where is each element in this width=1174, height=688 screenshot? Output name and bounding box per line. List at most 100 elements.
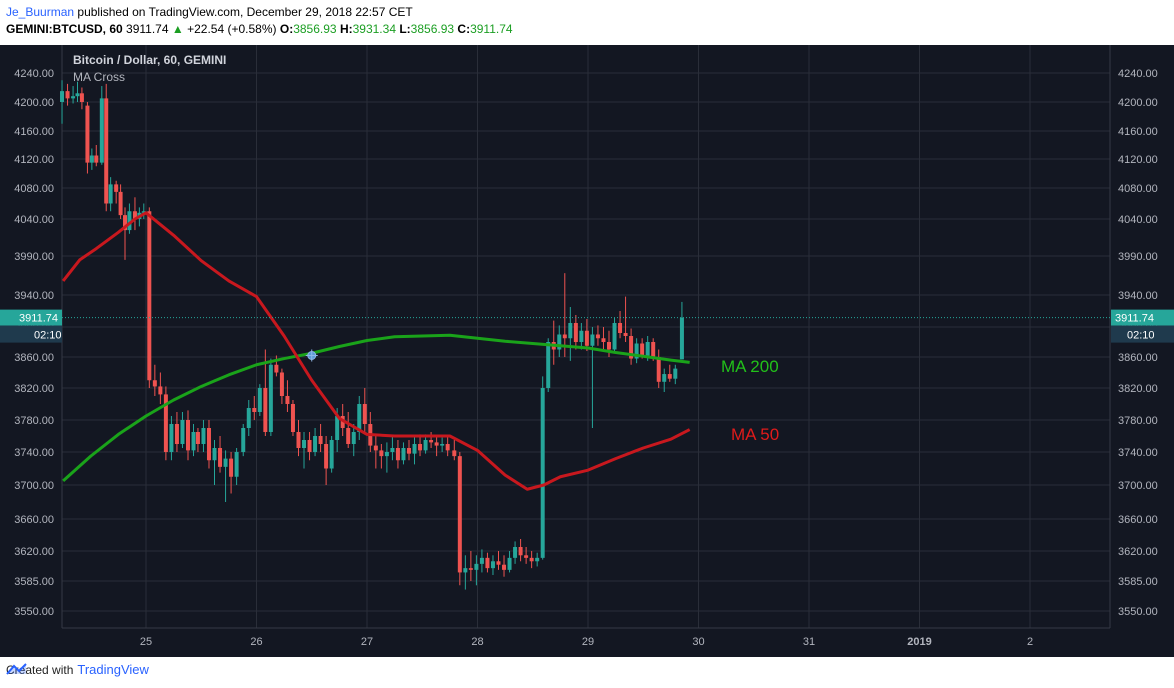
x-tick-label: 29 (582, 636, 594, 648)
open-value: 3856.93 (293, 22, 337, 36)
candle-body (296, 432, 301, 448)
x-tick-label: 2019 (907, 636, 931, 648)
low-value: 3856.93 (410, 22, 455, 36)
candle-body (507, 557, 512, 570)
candle-body (114, 184, 119, 192)
price-tag-value-right: 3911.74 (1115, 313, 1154, 325)
y-tick-label-left: 3780.00 (14, 415, 54, 427)
close-value: 3911.74 (470, 22, 513, 36)
y-tick-label-right: 4200.00 (1118, 97, 1158, 109)
candle-body (463, 568, 468, 573)
x-tick-label: 28 (471, 636, 483, 648)
candle-body (384, 452, 389, 457)
countdown-value-right: 02:10 (1127, 330, 1155, 342)
candle-body (656, 357, 661, 382)
y-tick-label-right: 4120.00 (1118, 154, 1158, 166)
y-tick-label-right: 3620.00 (1118, 546, 1158, 558)
x-tick-label: 26 (250, 636, 262, 648)
candle-body (246, 408, 251, 428)
candle-body (418, 444, 423, 451)
x-tick-label: 2 (1027, 636, 1033, 648)
candle-body (274, 364, 279, 373)
candle-body (147, 211, 152, 381)
candle-body (302, 440, 307, 448)
candle-body (329, 440, 334, 469)
candle-body (141, 211, 146, 213)
y-tick-label-right: 3700.00 (1118, 480, 1158, 492)
candle-body (71, 96, 76, 99)
y-tick-label-right: 3550.00 (1118, 606, 1158, 618)
y-tick-label-left: 4240.00 (14, 68, 54, 80)
candle-body (362, 404, 367, 424)
y-tick-label-right: 3585.00 (1118, 576, 1158, 588)
y-tick-label-right: 3940.00 (1118, 290, 1158, 302)
candle-body (257, 388, 262, 412)
candle-body (479, 557, 484, 564)
candle-body (640, 343, 645, 356)
candle-body (485, 557, 490, 569)
candle-body (206, 428, 211, 461)
candle-body (562, 334, 567, 339)
y-tick-label-left: 4200.00 (14, 97, 54, 109)
y-tick-label-right: 3740.00 (1118, 447, 1158, 459)
candle-body (496, 561, 501, 565)
y-tick-label-left: 3585.00 (14, 576, 54, 588)
y-tick-label-left: 3940.00 (14, 290, 54, 302)
candle-body (89, 155, 94, 163)
publish-text: published on TradingView.com, December 2… (77, 5, 413, 19)
candle-body (468, 568, 473, 570)
candle-body (440, 444, 445, 446)
candle-body (474, 563, 479, 570)
candle-body (645, 342, 650, 356)
x-tick-label: 25 (140, 636, 152, 648)
candle-body (191, 432, 196, 451)
countdown-tag-right (1111, 325, 1174, 343)
candle-body (412, 444, 417, 454)
candle-body (118, 191, 123, 216)
candle-body (174, 424, 179, 444)
candle-body (623, 333, 628, 336)
author-link[interactable]: Je_Buurman (6, 5, 75, 19)
y-tick-label-left: 3820.00 (14, 383, 54, 395)
candle-body (673, 368, 678, 379)
indicator-label: MA Cross (73, 70, 125, 84)
candle-body (152, 380, 157, 387)
candle-body (127, 211, 132, 231)
candle-body (285, 396, 290, 404)
candle-body (99, 98, 104, 163)
candle-body (529, 557, 534, 562)
x-tick-label: 27 (361, 636, 373, 648)
candle-body (252, 408, 257, 412)
candle-body (434, 442, 439, 446)
candle-body (406, 448, 411, 454)
tradingview-link[interactable]: TradingView (77, 662, 149, 677)
chart-area[interactable]: 4240.00 4240.00 4200.00 4200.00 4160.00 4160.… (0, 45, 1174, 657)
price-tag-value-left: 3911.74 (19, 313, 58, 325)
candle-body (85, 105, 90, 163)
candle-body (573, 323, 578, 342)
candle-body (104, 98, 109, 204)
chart-svg[interactable]: 4240.00 4240.00 4200.00 4200.00 4160.00 4160.… (0, 45, 1174, 657)
last-price: 3911.74 (126, 22, 169, 36)
candle-body (457, 456, 462, 573)
candle-body (65, 91, 70, 99)
chart-legend-title: Bitcoin / Dollar, 60, GEMINI (73, 53, 226, 67)
candle-body (546, 342, 551, 388)
candle-body (524, 555, 529, 558)
footer: Created with TradingView (6, 662, 149, 677)
y-tick-label-right: 3820.00 (1118, 383, 1158, 395)
candle-body (108, 184, 113, 204)
candle-body (606, 342, 611, 350)
close-label: C: (457, 22, 471, 36)
candle-body (223, 458, 228, 467)
candle-body (229, 458, 234, 477)
candle-body (195, 432, 200, 444)
candle-body (241, 428, 246, 452)
countdown-value-left: 02:10 (34, 330, 62, 342)
candle-body (445, 444, 450, 451)
candle-body (390, 448, 395, 452)
candle-body (401, 448, 406, 461)
candle-body (584, 330, 589, 346)
candle-body (313, 436, 318, 452)
candle-body (557, 334, 562, 350)
